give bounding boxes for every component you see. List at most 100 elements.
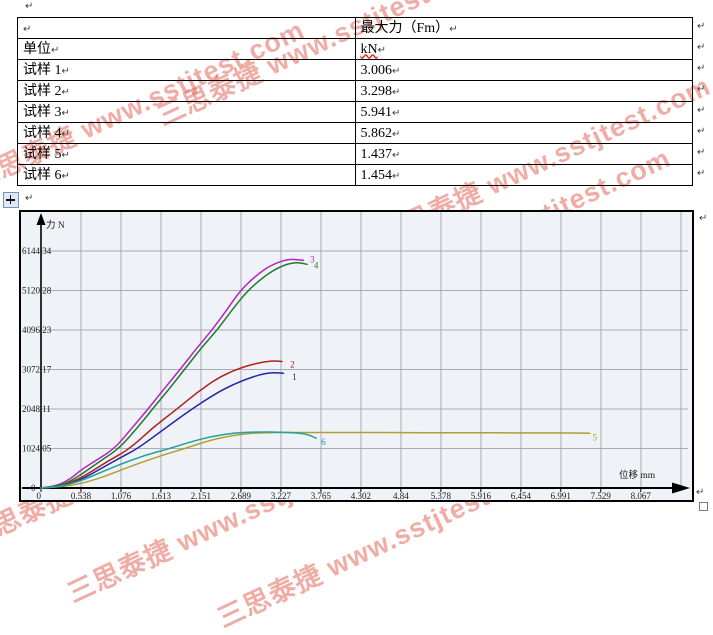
table-cell[interactable]: 试样 5↵	[17, 143, 356, 165]
x-tick-label: 0.538	[71, 491, 92, 500]
table-cell[interactable]: 5.862↵	[354, 122, 693, 144]
table-row: 试样 1↵ 3.006↵	[17, 59, 693, 81]
paragraph-mark: ↵	[25, 1, 34, 12]
table-cell[interactable]: 1.454↵	[354, 164, 693, 186]
cell-text: 1.437	[360, 146, 393, 162]
table-cell[interactable]: 3.298↵	[354, 80, 693, 102]
cell-text: 5.862	[360, 125, 393, 141]
x-tick-label: 3.227	[271, 491, 292, 500]
chart-canvas: 0 0.538 1.076 1.613 2.151 2.689 3.227 3.765 4.30…	[22, 212, 690, 500]
x-tick-label: 8.067	[631, 491, 652, 500]
table-cell[interactable]: 试样 4↵	[17, 122, 356, 144]
table-row: 试样 6↵ 1.454↵	[17, 164, 693, 186]
x-tick-label: 2.151	[191, 491, 211, 500]
row-end-mark: ↵	[697, 126, 706, 137]
paragraph-mark: ↵	[696, 487, 705, 498]
table-cell[interactable]: 3.006↵	[354, 59, 693, 81]
x-tick-label: 6.454	[511, 491, 532, 500]
cell-text: 试样 2	[23, 83, 62, 99]
cell-text: 试样 5	[23, 146, 62, 162]
series-curve-5	[40, 431, 591, 489]
y-tick-label: 0	[31, 483, 36, 493]
row-end-mark: ↵	[697, 84, 706, 95]
series-curve-6	[40, 431, 317, 489]
cell-end-mark: ↵	[61, 170, 70, 182]
y-axis-arrow-icon	[36, 213, 46, 225]
cell-end-mark: ↵	[61, 86, 70, 98]
cell-end-mark: ↵	[392, 107, 401, 119]
row-end-mark: ↵	[697, 147, 706, 158]
series-curve-4	[40, 261, 308, 489]
cell-text: 试样 4	[23, 125, 62, 141]
cell-end-mark: ↵	[392, 149, 401, 161]
row-end-mark: ↵	[697, 21, 706, 32]
series-curve-2	[40, 360, 283, 489]
resize-handle[interactable]	[699, 502, 708, 511]
y-tick-label: 3072.17	[22, 365, 52, 375]
table-cell[interactable]: 试样 1↵	[17, 59, 356, 81]
x-tick-label: 4.302	[351, 491, 371, 500]
table-cell[interactable]: 5.941↵	[354, 101, 693, 123]
x-axis-arrow-icon	[672, 482, 690, 494]
x-tick-label: 5.916	[471, 491, 492, 500]
cell-text: 单位	[23, 41, 51, 57]
y-tick-label: 6144.34	[22, 246, 52, 256]
cell-end-mark: ↵	[61, 65, 70, 77]
series-label-2: 2	[290, 360, 295, 370]
table-cell[interactable]: kN↵	[354, 38, 693, 60]
cell-text: 1.454	[360, 167, 393, 183]
table-cell[interactable]: 单位↵	[17, 38, 356, 60]
cell-text: 3.006	[360, 62, 393, 78]
series-curve-3	[40, 258, 305, 489]
table-cell[interactable]: 最大力（Fm）↵	[354, 17, 693, 39]
series-label-3: 3	[310, 255, 315, 265]
results-table[interactable]: ↵ 最大力（Fm）↵ 单位↵ kN↵ 试样 1↵ 3.006↵ 试样 2↵ 3.298↵ 试样 …	[17, 17, 693, 186]
table-row: 试样 4↵ 5.862↵	[17, 122, 693, 144]
y-tick-label: 1024.05	[22, 444, 52, 454]
series-label-6: 6	[321, 437, 326, 447]
cell-text: 试样 6	[23, 167, 62, 183]
cell-text: 5.941	[360, 104, 393, 120]
cell-end-mark: ↵	[449, 23, 458, 35]
row-end-mark: ↵	[697, 168, 706, 179]
table-cell[interactable]: 试样 2↵	[17, 80, 356, 102]
cell-text: 3.298	[360, 83, 393, 99]
table-row: 试样 5↵ 1.437↵	[17, 143, 693, 165]
table-row: 单位↵ kN↵	[17, 38, 693, 60]
row-end-mark: ↵	[697, 105, 706, 116]
y-tick-label: 2048.11	[22, 404, 51, 414]
x-tick-label: 2.689	[231, 491, 252, 500]
row-end-mark: ↵	[697, 42, 706, 53]
cell-text: 最大力（Fm）	[360, 20, 450, 36]
series-label-4: 4	[314, 261, 319, 271]
force-displacement-chart[interactable]: 0 0.538 1.076 1.613 2.151 2.689 3.227 3.765 4.30…	[19, 210, 694, 502]
table-cell[interactable]: ↵	[17, 17, 356, 39]
series-label-5: 5	[593, 433, 598, 443]
cell-end-mark: ↵	[392, 86, 401, 98]
series-curve-1	[40, 372, 285, 489]
x-tick-label: 6.991	[551, 491, 571, 500]
paragraph-mark: ↵	[699, 213, 708, 224]
table-row: ↵ 最大力（Fm）↵	[17, 17, 693, 39]
x-tick-label: 1.076	[111, 491, 132, 500]
cell-end-mark: ↵	[51, 44, 60, 56]
table-cell[interactable]: 试样 3↵	[17, 101, 356, 123]
x-tick-label: 7.529	[591, 491, 612, 500]
cell-end-mark: ↵	[23, 23, 32, 35]
x-tick-label: 5.378	[431, 491, 452, 500]
x-tick-label: 3.765	[311, 491, 332, 500]
cell-end-mark: ↵	[61, 107, 70, 119]
table-row: 试样 2↵ 3.298↵	[17, 80, 693, 102]
x-axis-title: 位移 mm	[619, 469, 656, 481]
cell-end-mark: ↵	[377, 44, 387, 56]
cell-end-mark: ↵	[392, 65, 401, 77]
cell-end-mark: ↵	[61, 128, 70, 140]
table-cell[interactable]: 1.437↵	[354, 143, 693, 165]
y-tick-label: 4096.23	[22, 325, 52, 335]
move-handle-icon[interactable]	[3, 192, 19, 208]
cell-end-mark: ↵	[61, 149, 70, 161]
table-cell[interactable]: 试样 6↵	[17, 164, 356, 186]
move-arrow-vertical	[9, 195, 12, 204]
cell-end-mark: ↵	[392, 170, 401, 182]
